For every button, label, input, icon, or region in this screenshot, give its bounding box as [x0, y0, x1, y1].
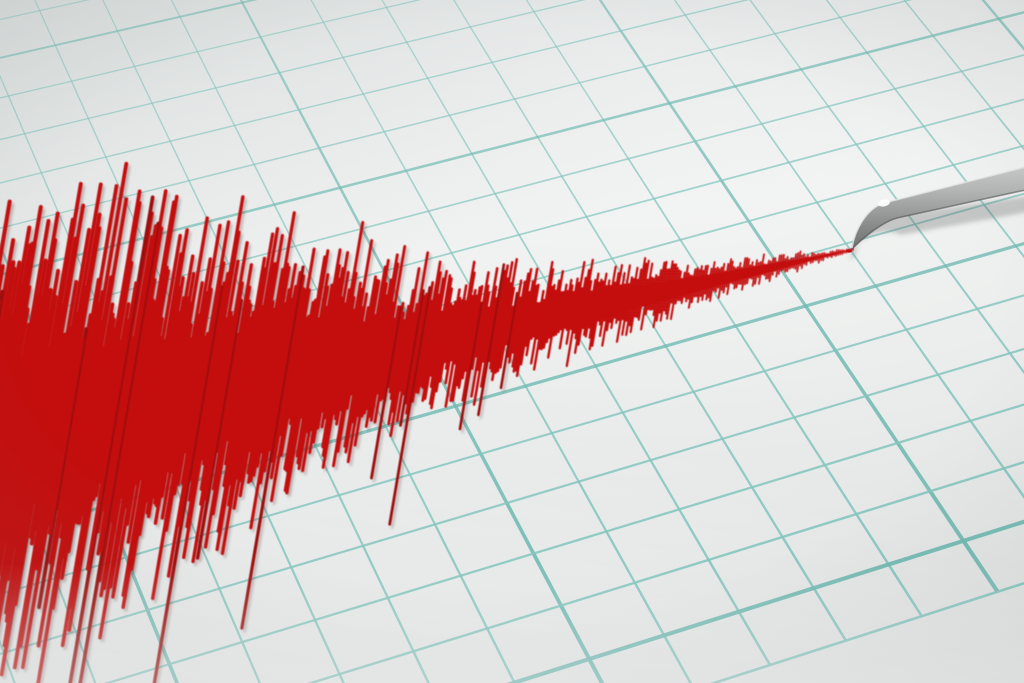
seismic-trace: [0, 161, 854, 683]
stylus-needle-arm: [845, 166, 1024, 259]
seismograph-scene: Seismograph recording Perspective view o…: [0, 0, 1024, 683]
